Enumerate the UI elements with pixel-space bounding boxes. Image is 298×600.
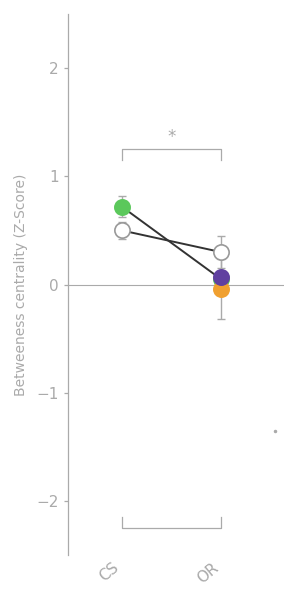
Text: *: * <box>167 128 176 146</box>
Y-axis label: Betweeness centrality (Z-Score): Betweeness centrality (Z-Score) <box>14 173 28 396</box>
